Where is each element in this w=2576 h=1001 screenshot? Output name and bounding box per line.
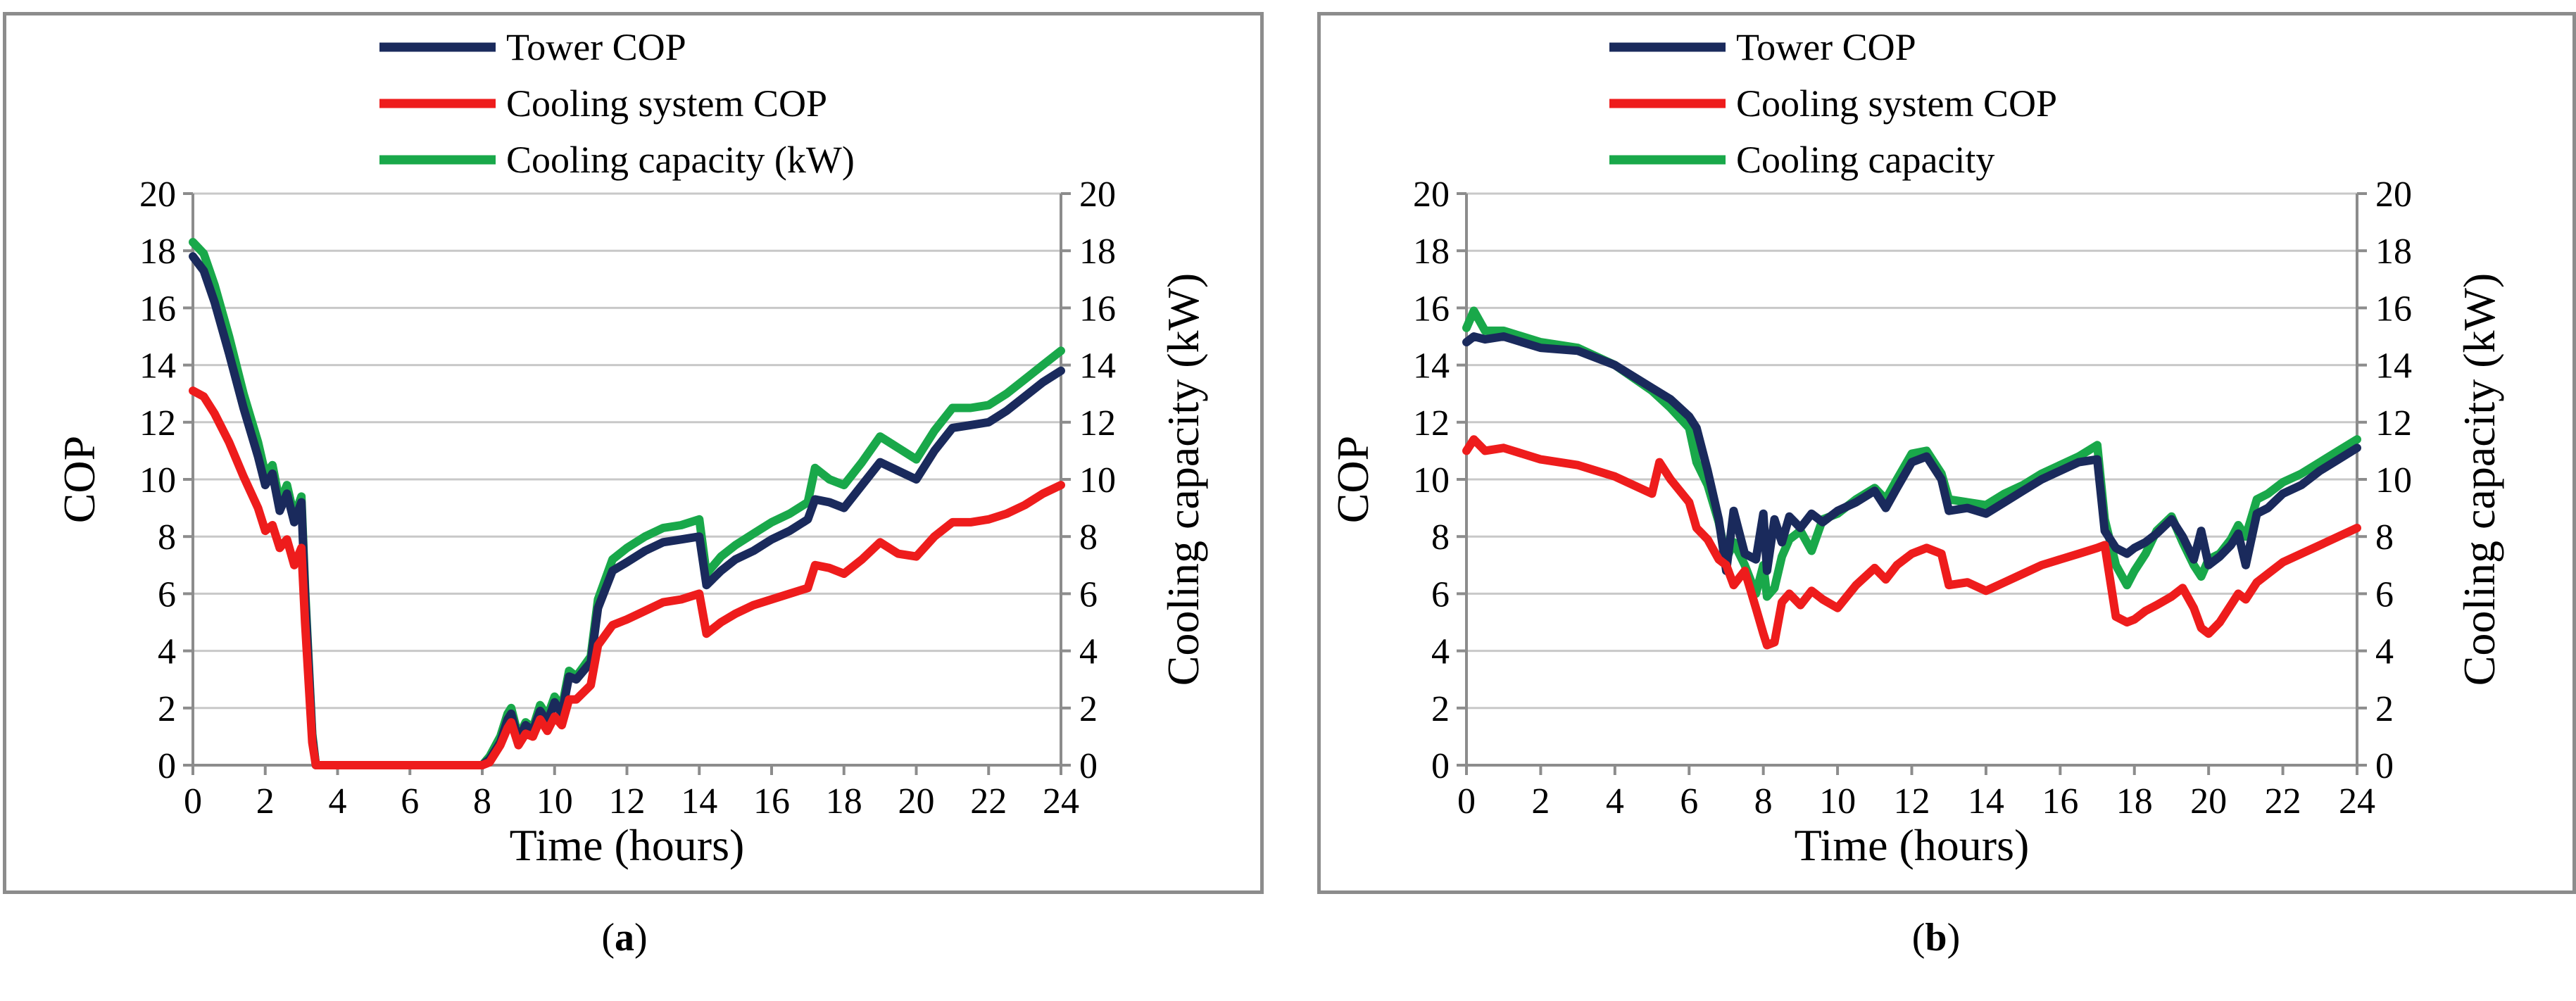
chart-b-svg: 0 2 4 6 8 10 12 14 16 18 20 22 240246810121416182002… <box>1328 26 2504 870</box>
x-tick-label: 18 <box>2116 781 2153 821</box>
chart-panel-a: 0 2 4 6 8 10 12 14 16 18 20 22 24 0 2 4 6 8 10 12 14 16 18 20 0 2… <box>3 12 1264 894</box>
x-tick-label: 24 <box>1043 781 1079 821</box>
series-line-capacity <box>189 238 1065 769</box>
y-tick-label: 20 <box>1413 175 1450 215</box>
y2-tick-label: 14 <box>1079 346 1116 386</box>
y2-tick-label: 16 <box>2375 289 2412 329</box>
caption-b: (b) <box>1911 916 1961 959</box>
x-tick-label: 16 <box>753 781 790 821</box>
y-tick-label: 8 <box>158 517 176 558</box>
legend-label-tower: Tower COP <box>506 26 686 68</box>
x-tick-label: 16 <box>2042 781 2078 821</box>
y2-tick-label: 4 <box>2375 632 2394 672</box>
y2-tick-label: 20 <box>1079 175 1116 215</box>
x-tick-label: 10 <box>1819 781 1856 821</box>
x-axis-label: Time (hours) <box>1795 820 2030 870</box>
chart-panel-b: 0 2 4 6 8 10 12 14 16 18 20 22 24 0 2 4 6 8 10 12 14 16 18 20 0 2… <box>1317 12 2576 894</box>
legend-label-tower: Tower COP <box>1736 26 1916 68</box>
y-tick-label: 18 <box>1413 232 1450 272</box>
chart-a-svg: 0 2 4 6 8 10 12 14 16 18 20 22 240246810121416182002… <box>54 26 1208 870</box>
y-tick-label: 12 <box>1413 403 1450 443</box>
x-tick-label: 4 <box>1606 781 1624 821</box>
series-line-cooling_system <box>189 386 1065 769</box>
y2-tick-label: 0 <box>1079 746 1098 786</box>
y2-tick-label: 8 <box>1079 517 1098 558</box>
legend-label-cooling_system: Cooling system COP <box>506 82 827 125</box>
y2-axis-label: Cooling capacity (kW) <box>2454 273 2504 686</box>
x-axis-label: Time (hours) <box>510 820 745 870</box>
x-tick-label: 6 <box>401 781 419 821</box>
y2-tick-label: 6 <box>2375 574 2394 615</box>
y-tick-label: 16 <box>139 289 176 329</box>
y-tick-label: 2 <box>158 689 176 729</box>
y-tick-label: 14 <box>139 346 176 386</box>
y-tick-label: 10 <box>139 460 176 500</box>
y2-tick-label: 4 <box>1079 632 1098 672</box>
y2-tick-label: 12 <box>2375 403 2412 443</box>
y-tick-label: 0 <box>158 746 176 786</box>
y2-tick-label: 18 <box>2375 232 2412 272</box>
legend-label-capacity: Cooling capacity <box>1736 139 1994 181</box>
x-tick-label: 14 <box>681 781 717 821</box>
y-tick-label: 10 <box>1413 460 1450 500</box>
y-axis-label: COP <box>1328 436 1378 524</box>
x-tick-label: 0 <box>1457 781 1476 821</box>
x-tick-label: 6 <box>1680 781 1698 821</box>
y2-tick-label: 8 <box>2375 517 2394 558</box>
y-tick-label: 14 <box>1413 346 1450 386</box>
x-tick-label: 22 <box>2265 781 2301 821</box>
caption-a: (a) <box>601 916 648 959</box>
y2-tick-label: 10 <box>2375 460 2412 500</box>
y-tick-label: 6 <box>158 574 176 615</box>
y2-tick-label: 2 <box>1079 689 1098 729</box>
legend-label-cooling_system: Cooling system COP <box>1736 82 2057 125</box>
y-tick-label: 12 <box>139 403 176 443</box>
x-tick-label: 18 <box>826 781 862 821</box>
y-tick-label: 2 <box>1431 689 1450 729</box>
x-tick-label: 22 <box>970 781 1007 821</box>
y2-tick-label: 20 <box>2375 175 2412 215</box>
x-tick-label: 20 <box>898 781 935 821</box>
y2-tick-label: 14 <box>2375 346 2412 386</box>
x-tick-label: 8 <box>473 781 491 821</box>
y-tick-label: 4 <box>158 632 176 672</box>
x-tick-label: 12 <box>609 781 646 821</box>
y2-tick-label: 6 <box>1079 574 1098 615</box>
series-line-tower <box>189 252 1065 769</box>
y2-tick-label: 10 <box>1079 460 1116 500</box>
x-tick-label: 10 <box>536 781 573 821</box>
y-tick-label: 20 <box>139 175 176 215</box>
x-tick-label: 4 <box>329 781 347 821</box>
y2-axis-label: Cooling capacity (kW) <box>1158 273 1208 686</box>
y-axis-label: COP <box>54 436 104 524</box>
x-tick-label: 20 <box>2190 781 2227 821</box>
x-tick-label: 0 <box>184 781 202 821</box>
series-line-cooling_system <box>1462 435 2361 650</box>
x-tick-label: 24 <box>2339 781 2375 821</box>
y-tick-label: 8 <box>1431 517 1450 558</box>
y2-tick-label: 2 <box>2375 689 2394 729</box>
series-line-tower <box>1462 332 2361 575</box>
x-tick-label: 14 <box>1968 781 2004 821</box>
caption-a-letter: a <box>615 916 634 959</box>
y2-tick-label: 12 <box>1079 403 1116 443</box>
y-tick-label: 16 <box>1413 289 1450 329</box>
y2-tick-label: 0 <box>2375 746 2394 786</box>
y-tick-label: 18 <box>139 232 176 272</box>
y-tick-label: 4 <box>1431 632 1450 672</box>
y-tick-label: 6 <box>1431 574 1450 615</box>
y-tick-label: 0 <box>1431 746 1450 786</box>
x-tick-label: 12 <box>1894 781 1930 821</box>
x-tick-label: 8 <box>1754 781 1773 821</box>
x-tick-label: 2 <box>1531 781 1550 821</box>
caption-b-letter: b <box>1925 916 1947 959</box>
legend-label-capacity: Cooling capacity (kW) <box>506 139 855 181</box>
x-tick-label: 2 <box>256 781 275 821</box>
y2-tick-label: 18 <box>1079 232 1116 272</box>
y2-tick-label: 16 <box>1079 289 1116 329</box>
